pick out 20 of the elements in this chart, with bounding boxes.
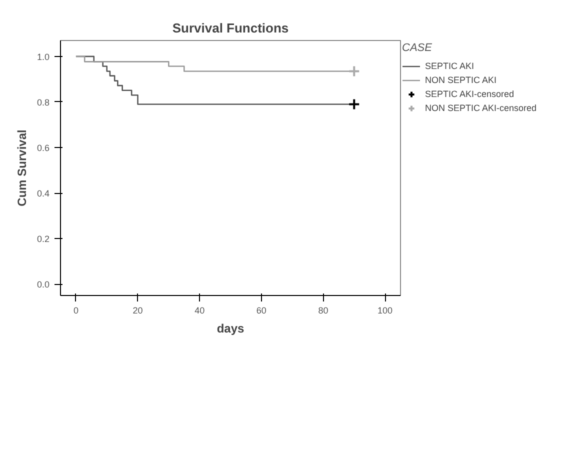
legend-label: SEPTIC AKI (425, 60, 474, 72)
chart-title: Survival Functions (172, 20, 289, 36)
y-tick-label: 0.6 (36, 143, 50, 154)
y-tick-label: 1.0 (36, 52, 50, 62)
x-tick-label: 60 (256, 306, 266, 316)
y-axis-title: Cum Survival (14, 130, 29, 206)
legend-label: NON SEPTIC AKI (425, 74, 497, 86)
x-tick-label: 80 (318, 306, 328, 316)
legend-label: SEPTIC AKI-censored (425, 88, 514, 100)
legend-title: CASE (402, 42, 433, 54)
x-tick-label: 100 (378, 306, 393, 316)
x-tick-label: 40 (194, 306, 205, 316)
x-axis-title: days (216, 322, 244, 336)
y-tick-label: 0.4 (36, 188, 50, 199)
y-tick-label: 0.2 (36, 234, 50, 244)
y-tick-label: 0.8 (36, 97, 50, 108)
y-tick-label: 0.0 (36, 280, 50, 290)
x-tick-label: 0 (73, 306, 78, 316)
x-tick-label: 20 (132, 306, 143, 316)
legend-label: NON SEPTIC AKI-censored (425, 102, 537, 114)
